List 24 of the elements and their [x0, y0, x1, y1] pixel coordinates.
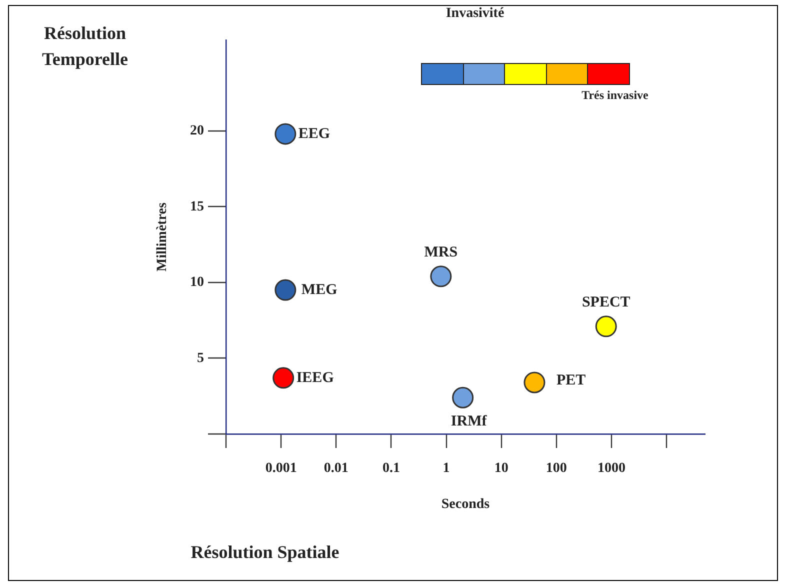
y-tick-label: 10 — [190, 275, 204, 290]
y-tick-label: 20 — [190, 124, 204, 139]
annotation: IEEG — [296, 370, 334, 386]
annotation: IRMf — [450, 414, 488, 430]
x-tick-label: 10 — [494, 461, 508, 476]
x-tick-label: 0.01 — [324, 461, 348, 476]
x-tick-label: 100 — [546, 461, 567, 476]
x-axis-title: Seconds — [441, 497, 490, 512]
legend-title: Invasivité — [444, 6, 506, 22]
annotation: SPECT — [582, 294, 630, 310]
annotation: MEG — [301, 282, 338, 298]
x-tick-label: 0.001 — [265, 461, 297, 476]
annotation: EEG — [298, 126, 330, 142]
y-tick-label: 15 — [190, 199, 204, 214]
annotation: PET — [556, 372, 586, 388]
x-tick-label: 1000 — [597, 461, 626, 476]
x-tick-label: 0.1 — [382, 461, 400, 476]
x-tick-label: 1 — [442, 461, 450, 476]
annotation: MRS — [424, 244, 458, 260]
text: Résolution Temporelle — [41, 22, 129, 71]
y-axis-title: Millimètres — [155, 202, 170, 272]
text: Résolution Spatiale — [190, 542, 340, 563]
y-tick-label: 5 — [197, 350, 204, 366]
annotation: Trés invasive — [580, 88, 650, 102]
